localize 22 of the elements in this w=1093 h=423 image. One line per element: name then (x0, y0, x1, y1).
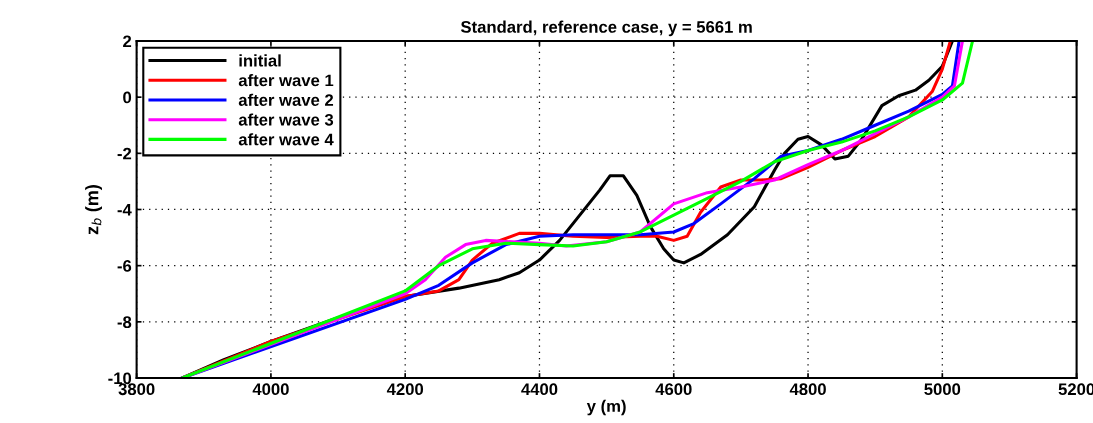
legend-label: after wave 3 (238, 113, 334, 126)
y-tick-label: -2 (117, 147, 132, 160)
y-tick-label: -6 (117, 260, 132, 272)
y-axis-title: z$_{b}$ (m) (85, 185, 102, 235)
legend-label: after wave 1 (238, 74, 334, 87)
x-tick-label: 4200 (386, 383, 424, 396)
x-tick-label: 3800 (118, 383, 155, 396)
legend-label: initial (239, 54, 281, 67)
x-tick-label: 4800 (789, 383, 826, 396)
legend-label: after wave 2 (238, 93, 334, 106)
x-tick-label: 5000 (924, 383, 961, 396)
legend-label: after wave 4 (238, 133, 334, 146)
y-tick-label: -10 (108, 372, 132, 385)
y-tick-label: -8 (117, 316, 132, 329)
x-tick-label: 4400 (521, 383, 558, 396)
y-tick-label: 0 (123, 91, 132, 104)
x-tick-label: 4000 (252, 383, 289, 396)
chart-title: Standard, reference case, y = 5661 m (460, 20, 752, 37)
y-tick-label: -4 (117, 204, 132, 216)
x-tick-label: 4600 (655, 383, 692, 396)
y-tick-label: 2 (123, 35, 132, 48)
x-axis-title: y (m) (586, 399, 626, 416)
